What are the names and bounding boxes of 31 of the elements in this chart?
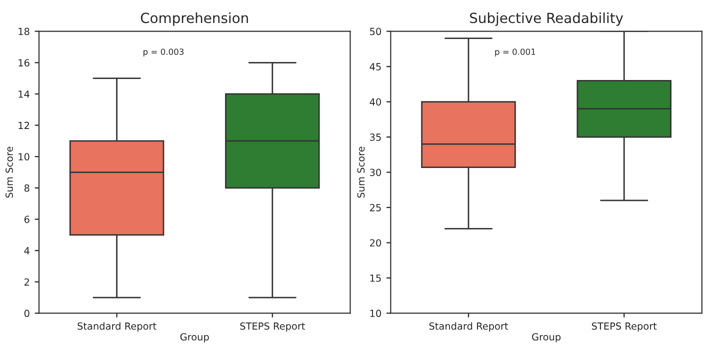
- x-tick-label: Standard Report: [429, 322, 508, 332]
- y-tick-label: 20: [370, 239, 382, 247]
- y-tick-label: 35: [370, 134, 381, 141]
- y-tick-label: 4: [24, 247, 30, 254]
- y-tick-label: 15: [370, 274, 381, 282]
- chart-title: Subjective Readability: [470, 12, 624, 26]
- y-tick-label: 14: [18, 90, 30, 98]
- y-tick-label: 16: [18, 59, 30, 66]
- x-tick-label: Standard Report: [78, 322, 156, 332]
- y-tick-label: 8: [24, 184, 30, 192]
- x-tick-label: STEPS Report: [240, 322, 305, 332]
- x-axis-title: Group: [180, 333, 209, 342]
- y-tick-label: 6: [24, 216, 30, 224]
- annotation: p = 0.003: [144, 48, 184, 56]
- y-axis-title: Sum Score: [6, 146, 13, 198]
- annotation: p = 0.001: [495, 48, 536, 56]
- chart-title: Comprehension: [140, 12, 248, 26]
- y-tick-label: 10: [18, 153, 30, 160]
- y-axis-title: Sum Score: [357, 146, 365, 198]
- y-tick-label: 10: [370, 310, 382, 318]
- y-tick-label: 30: [370, 168, 382, 176]
- x-tick-label: STEPS Report: [592, 322, 657, 332]
- y-tick-label: 25: [370, 204, 381, 212]
- y-tick-label: 18: [18, 28, 30, 36]
- x-axis-title: Group: [532, 333, 561, 342]
- y-tick-label: 0: [24, 310, 30, 318]
- y-tick-label: 2: [24, 278, 29, 286]
- y-tick-label: 50: [370, 28, 382, 36]
- y-tick-label: 40: [370, 98, 382, 106]
- y-tick-label: 12: [18, 122, 29, 129]
- y-tick-label: 45: [370, 63, 381, 70]
